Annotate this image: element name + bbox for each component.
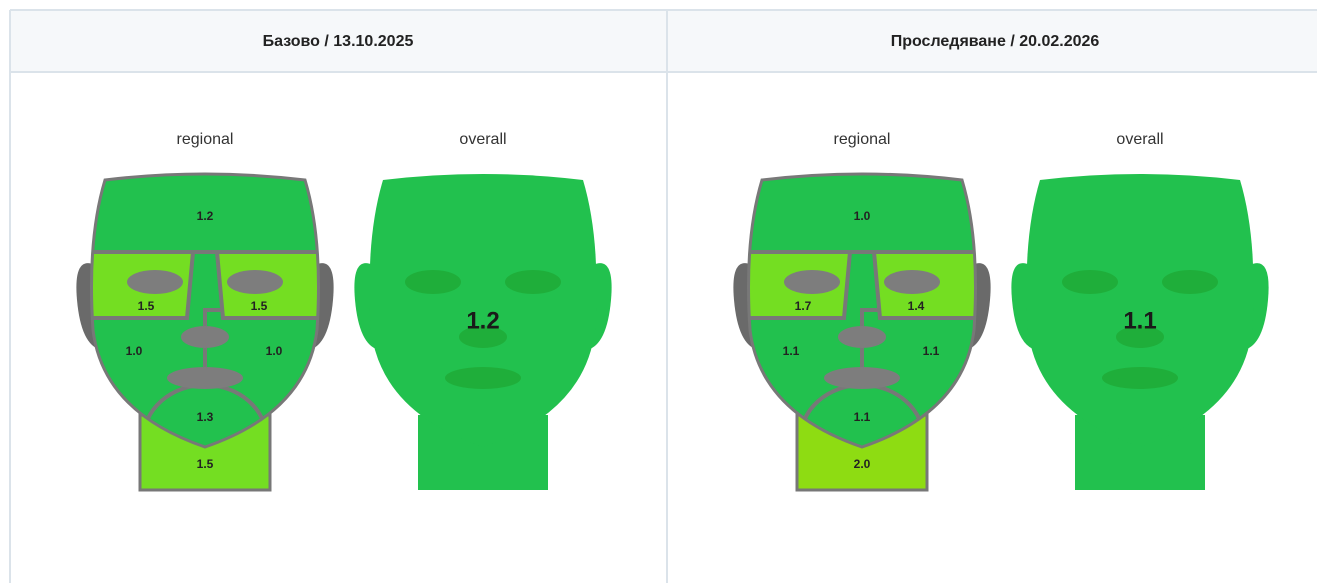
nose xyxy=(838,326,886,348)
header-row xyxy=(10,10,1317,72)
page: Базово / 13.10.2025 regional overall 1.2 1.5… xyxy=(0,0,1317,583)
view-label: regional xyxy=(834,131,891,148)
region-value: 1.1 xyxy=(923,344,940,358)
view-label: overall xyxy=(1116,131,1163,148)
region-value: 1.0 xyxy=(854,209,871,223)
mouth xyxy=(167,367,243,389)
region-value: 1.5 xyxy=(197,457,214,471)
mouth xyxy=(1102,367,1178,389)
eye xyxy=(405,270,461,294)
column-header: Проследяване / 20.02.2026 xyxy=(891,33,1100,50)
eye xyxy=(1062,270,1118,294)
overall-value: 1.1 xyxy=(1123,307,1156,334)
region-value: 1.5 xyxy=(138,299,155,313)
region-value: 1.2 xyxy=(197,209,214,223)
eye xyxy=(505,270,561,294)
eye xyxy=(784,270,840,294)
region-value: 1.5 xyxy=(251,299,268,313)
eye xyxy=(227,270,283,294)
column-header: Базово / 13.10.2025 xyxy=(263,33,414,50)
eye xyxy=(1162,270,1218,294)
region-value: 1.1 xyxy=(854,410,871,424)
region-value: 1.0 xyxy=(266,344,283,358)
eye xyxy=(884,270,940,294)
overall-value: 1.2 xyxy=(466,307,499,334)
view-label: regional xyxy=(177,131,234,148)
comparison-table: Базово / 13.10.2025 regional overall 1.2 1.5… xyxy=(0,0,1317,583)
mouth xyxy=(824,367,900,389)
view-label: overall xyxy=(459,131,506,148)
region-value: 1.4 xyxy=(908,299,925,313)
nose xyxy=(181,326,229,348)
region-value: 2.0 xyxy=(854,457,871,471)
mouth xyxy=(445,367,521,389)
region-value: 1.1 xyxy=(783,344,800,358)
eye xyxy=(127,270,183,294)
region-value: 1.7 xyxy=(795,299,812,313)
region-value: 1.3 xyxy=(197,410,214,424)
region-value: 1.0 xyxy=(126,344,143,358)
